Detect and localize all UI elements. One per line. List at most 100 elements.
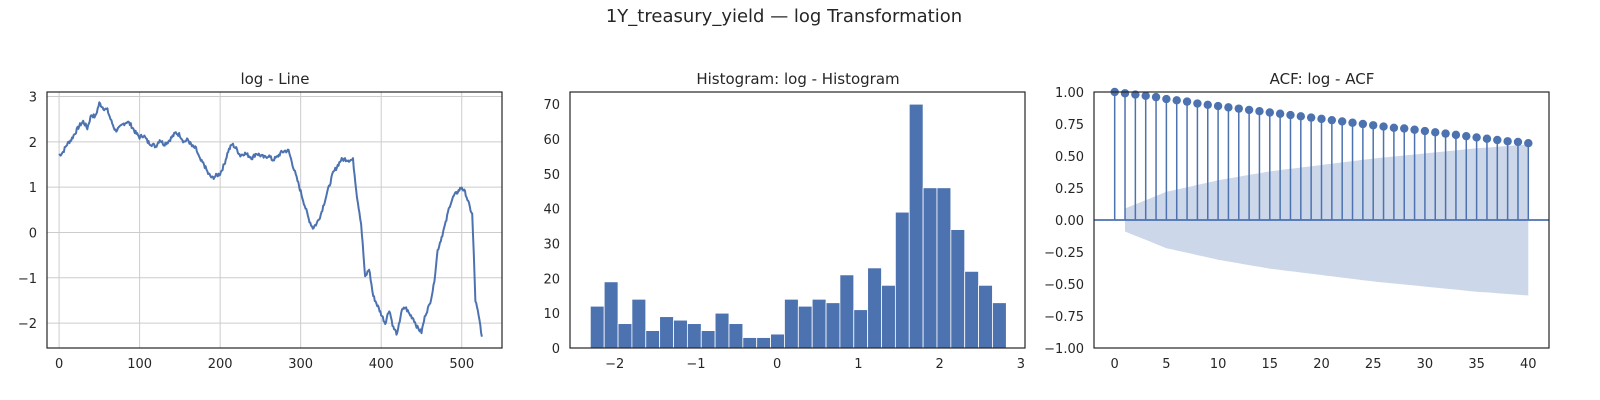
acf-x-tick-label: 35 (1468, 357, 1485, 372)
line-chart-y-tick-label: −2 (18, 317, 37, 332)
histogram-bar (825, 302, 841, 349)
line-chart-x-tick-label: 400 (369, 357, 394, 372)
acf-point (1141, 91, 1150, 101)
histogram-y-tick-label: 20 (543, 272, 560, 287)
acf-y-tick-label: 0.50 (1055, 150, 1084, 165)
histogram-bar (922, 187, 938, 349)
acf-point (1296, 112, 1306, 121)
acf-stems (1094, 87, 1549, 221)
histogram-bar (589, 305, 605, 349)
acf-point (1379, 122, 1388, 131)
histogram-x-tick-label: 1 (854, 357, 862, 372)
acf-point (1193, 99, 1202, 108)
histogram-bar (797, 305, 813, 349)
histogram-y-tick-label: 10 (543, 307, 560, 322)
acf-point (1182, 97, 1192, 106)
acf-x-tick-label: 0 (1111, 357, 1119, 372)
histogram-bar (853, 309, 869, 349)
histogram-bar (881, 284, 896, 349)
acf-y-tick-label: 1.00 (1055, 86, 1084, 101)
acf-point (1441, 129, 1450, 138)
histogram-x-ticks: −2 −1 0 1 2 3 (605, 357, 1025, 372)
line-chart-frame (46, 91, 503, 349)
histogram-bar (673, 319, 688, 349)
acf-title: ACF: log - ACF (1270, 70, 1375, 88)
acf-x-tick-label: 40 (1520, 357, 1537, 372)
acf-point (1337, 117, 1347, 126)
acf-point (1513, 137, 1523, 147)
acf-point (1503, 137, 1512, 146)
line-chart-x-tick-label: 500 (449, 357, 474, 372)
histogram-bar (728, 323, 744, 349)
histogram-panel: Histogram: log - Histogram −2 −1 0 1 2 3 0 10 2… (543, 70, 1026, 372)
line-chart-title: log - Line (240, 70, 309, 88)
histogram-bar (784, 298, 799, 349)
histogram-y-tick-label: 50 (543, 168, 560, 183)
line-chart-y-tick-label: 3 (29, 91, 37, 106)
line-chart-x-tick-label: 200 (208, 357, 233, 372)
acf-point (1472, 133, 1481, 142)
line-chart-panel: log - Line 0 100 200 300 400 500 −2 −1 0 1 2 3 (18, 70, 503, 372)
figure-suptitle: 1Y_treasury_yield — log Transformation (606, 6, 962, 27)
histogram-bar (756, 337, 771, 349)
line-chart-x-tick-label: 300 (288, 357, 313, 372)
histogram-bar (742, 337, 758, 349)
acf-point (1244, 105, 1254, 115)
histogram-bar (603, 281, 619, 349)
histogram-x-tick-label: 3 (1017, 357, 1025, 372)
acf-point (1400, 124, 1409, 133)
histogram-bar (839, 274, 855, 349)
acf-point (1306, 113, 1316, 122)
histogram-y-ticks: 0 10 20 30 40 50 60 70 (543, 98, 560, 357)
acf-point (1275, 109, 1285, 118)
acf-x-tick-label: 20 (1313, 357, 1330, 372)
acf-x-tick-label: 15 (1262, 357, 1279, 372)
histogram-bar (617, 323, 633, 349)
line-chart-y-tick-label: 1 (29, 181, 37, 196)
acf-point (1172, 96, 1181, 105)
acf-point (1369, 121, 1378, 130)
histogram-bar (631, 298, 647, 349)
histogram-y-tick-label: 30 (543, 238, 560, 253)
acf-point (1203, 100, 1212, 110)
histogram-bar (894, 211, 910, 349)
histogram-title: Histogram: log - Histogram (696, 70, 899, 88)
histogram-bar (964, 270, 979, 349)
acf-point (1265, 108, 1274, 117)
histogram-y-tick-label: 0 (552, 342, 560, 357)
acf-point (1317, 114, 1326, 124)
acf-point (1224, 103, 1233, 112)
acf-y-tick-label: −0.25 (1044, 246, 1084, 261)
histogram-bar (978, 284, 993, 349)
histogram-bar (659, 316, 674, 349)
acf-frame (1093, 91, 1550, 349)
histogram-y-tick-label: 70 (543, 98, 560, 113)
line-chart-series (58, 101, 483, 337)
line-chart-x-ticks: 0 100 200 300 400 500 (55, 357, 474, 372)
acf-y-tick-label: 0.75 (1055, 118, 1084, 133)
acf-y-tick-label: −0.75 (1044, 310, 1084, 325)
acf-point (1410, 125, 1419, 134)
histogram-bar (950, 229, 966, 349)
acf-point (1255, 107, 1264, 116)
histogram-bar (867, 267, 882, 349)
line-chart-y-tick-label: 2 (29, 136, 37, 151)
acf-y-ticks: −1.00 −0.75 −0.50 −0.25 0.00 0.25 0.50 0.75 1.00 (1044, 86, 1084, 357)
acf-point (1358, 119, 1368, 129)
histogram-bar (992, 302, 1007, 349)
histogram-bar (714, 312, 730, 349)
acf-point (1348, 118, 1357, 127)
histogram-x-tick-label: −1 (686, 357, 705, 372)
histogram-bar (700, 330, 716, 349)
histogram-y-tick-label: 60 (543, 133, 560, 148)
acf-point (1234, 104, 1243, 113)
acf-point (1286, 110, 1295, 120)
line-chart-y-tick-label: −1 (18, 272, 37, 287)
acf-x-tick-label: 30 (1417, 357, 1434, 372)
line-chart-marks (58, 101, 483, 337)
acf-point (1493, 135, 1502, 145)
histogram-x-tick-label: −2 (605, 357, 624, 372)
acf-y-tick-label: 0.00 (1055, 214, 1084, 229)
acf-y-tick-label: 0.25 (1055, 182, 1084, 197)
histogram-bar (908, 103, 924, 349)
